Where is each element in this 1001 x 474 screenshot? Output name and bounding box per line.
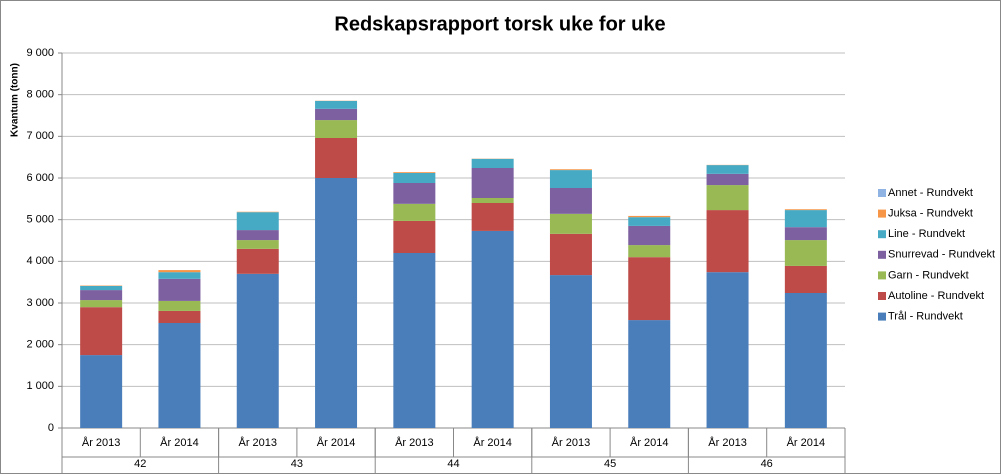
bar-segment (236, 230, 279, 241)
bar-segment (706, 165, 749, 174)
legend-label: Snurrevad - Rundvekt (888, 249, 995, 261)
legend-label: Juksa - Rundvekt (888, 208, 973, 220)
bar-segment (315, 138, 358, 178)
group-label: 45 (604, 458, 616, 470)
y-tick-label: 2 000 (26, 339, 54, 351)
group-label: 46 (761, 458, 773, 470)
bar-segment (628, 320, 671, 428)
bar-segment (236, 240, 279, 249)
bar-segment (784, 265, 827, 293)
legend-swatch (878, 250, 886, 259)
bar-segment (158, 310, 201, 323)
legend-label: Annet - Rundvekt (888, 187, 973, 199)
bar-segment (549, 188, 592, 214)
bar-segment (549, 233, 592, 276)
bar-segment (471, 230, 514, 428)
bar-segment (628, 215, 671, 218)
legend-swatch (878, 312, 886, 321)
bar-segment (471, 168, 514, 198)
legend-swatch (878, 292, 886, 300)
bar-segment (784, 227, 827, 241)
legend-label: Trål - Rundvekt (888, 311, 963, 323)
bar-segment (393, 203, 436, 221)
y-tick-label: 4 000 (26, 255, 54, 267)
bar-segment (549, 213, 592, 234)
bar-segment (784, 240, 827, 266)
bar-segment (706, 210, 749, 273)
y-tick-label: 5 000 (26, 214, 54, 226)
group-label: 42 (134, 458, 146, 470)
bar-segment (158, 300, 201, 311)
bar-segment (628, 245, 671, 258)
bar-segment (393, 172, 436, 173)
x-tick-label: År 2013 (395, 436, 434, 449)
bar-segment (549, 275, 592, 428)
y-axis-title: Kvantum (tonn) (10, 63, 21, 137)
x-tick-label: År 2014 (160, 436, 199, 449)
bar-segment (628, 217, 671, 226)
chart-title: Redskapsrapport torsk uke for uke (334, 13, 665, 35)
group-label: 43 (291, 458, 303, 470)
bar-segment (393, 220, 436, 253)
y-tick-label: 8 000 (26, 89, 54, 101)
bar-segment (628, 225, 671, 246)
bar-segment (706, 272, 749, 428)
bar-segment (80, 307, 123, 356)
bar-segment (236, 212, 279, 231)
bar-segment (706, 185, 749, 211)
y-tick-label: 0 (48, 422, 54, 434)
x-tick-label: År 2014 (317, 436, 356, 449)
y-tick-label: 9 000 (26, 47, 54, 59)
legend-label: Garn - Rundvekt (888, 269, 969, 281)
bar-segment (628, 257, 671, 321)
bar-segment (315, 100, 358, 109)
bar-segment (549, 170, 592, 188)
y-tick-label: 7 000 (26, 130, 54, 142)
bar-segment (471, 198, 514, 203)
bar-segment (315, 178, 358, 428)
bar-segment (315, 120, 358, 138)
legend-swatch (878, 230, 886, 239)
legend-label: Autoline - Rundvekt (888, 290, 984, 302)
x-tick-label: År 2013 (238, 436, 277, 449)
y-tick-label: 6 000 (26, 172, 54, 184)
legend-swatch (878, 189, 886, 197)
legend-label: Line - Rundvekt (888, 228, 965, 240)
group-label: 44 (447, 458, 459, 470)
bar-segment (80, 290, 123, 301)
bar-segment (784, 209, 827, 211)
bar-segment (393, 253, 436, 428)
bar-segment (393, 183, 436, 204)
bar-segment (549, 169, 592, 171)
x-tick-label: År 2013 (82, 436, 121, 449)
bar-segment (784, 293, 827, 428)
bar-segment (236, 273, 279, 428)
bar-segment (393, 173, 436, 183)
legend-swatch (878, 209, 886, 218)
bar-segment (80, 355, 123, 428)
x-tick-label: År 2013 (552, 436, 591, 449)
x-tick-label: År 2014 (787, 436, 826, 449)
x-tick-label: År 2013 (708, 436, 747, 449)
bar-segment (158, 278, 201, 301)
bar-segment (471, 203, 514, 231)
bar-segment (236, 248, 279, 274)
bar-segment (80, 285, 123, 291)
x-tick-label: År 2014 (473, 436, 512, 449)
y-tick-label: 3 000 (26, 297, 54, 309)
bar-segment (471, 158, 514, 168)
x-tick-label: År 2014 (630, 436, 669, 449)
bar-segment (315, 108, 358, 121)
bar-segment (706, 173, 749, 186)
bar-segment (158, 270, 201, 273)
bar-segment (80, 300, 123, 308)
bar-segment (158, 323, 201, 428)
y-tick-label: 1 000 (26, 380, 54, 392)
bar-segment (158, 272, 201, 279)
legend-swatch (878, 271, 886, 280)
bar-segment (784, 210, 827, 228)
